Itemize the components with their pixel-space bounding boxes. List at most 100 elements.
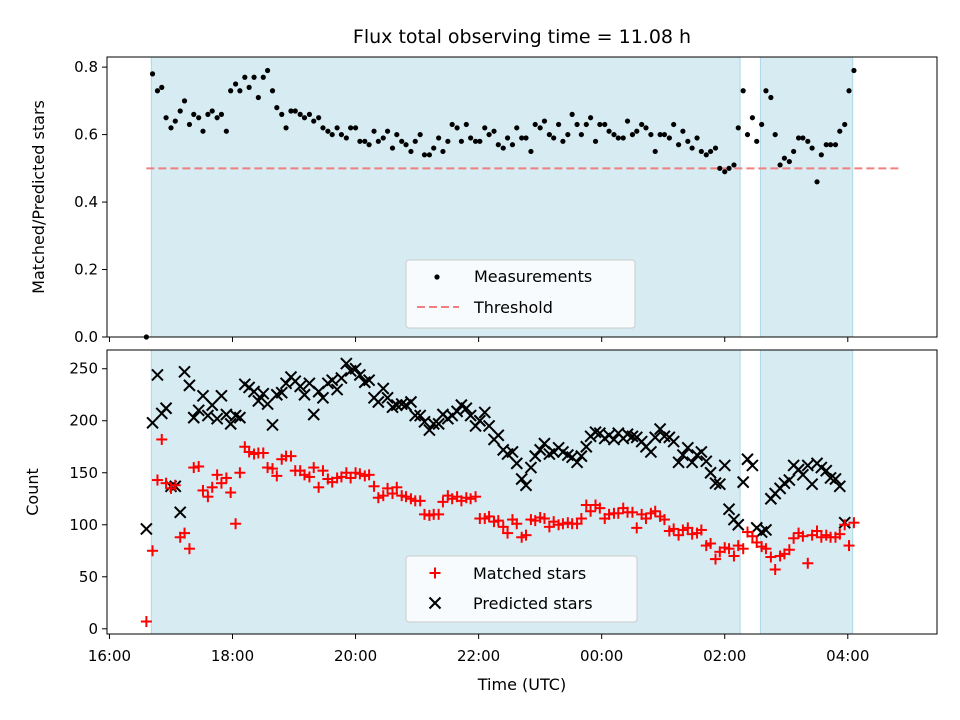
- matched-point: [594, 502, 606, 514]
- predicted-point: [257, 387, 270, 400]
- predicted-point: [409, 409, 422, 422]
- predicted-point: [704, 466, 717, 479]
- time-x-tick-label: 16:00: [88, 647, 131, 665]
- count-y-tick-label: 0: [88, 620, 98, 638]
- matched-point: [313, 481, 325, 493]
- matched-point: [843, 540, 855, 552]
- matched-point: [483, 510, 495, 522]
- measurement-point: [717, 165, 723, 171]
- measurement-point: [837, 128, 843, 134]
- measurement-point: [269, 88, 276, 94]
- matched-point: [197, 484, 209, 496]
- matched-point: [446, 493, 458, 505]
- matched-point: [202, 491, 214, 503]
- measurement-point: [504, 135, 511, 141]
- matched-point: [160, 477, 172, 489]
- matched-point: [299, 469, 311, 481]
- matched-point: [211, 469, 223, 481]
- measurement-point: [680, 128, 686, 134]
- measurement-point: [777, 162, 783, 168]
- measurement-point: [260, 74, 266, 80]
- predicted-point: [695, 445, 708, 459]
- measurement-point: [186, 121, 193, 128]
- matched-point: [271, 470, 283, 482]
- predicted-point: [353, 368, 367, 382]
- measurement-point: [320, 125, 326, 131]
- measurement-point: [842, 121, 848, 128]
- legend-predicted-label: Predicted stars: [473, 594, 593, 613]
- measurement-point: [832, 142, 839, 148]
- time-x-tick-label: 20:00: [334, 647, 377, 665]
- measurement-point: [823, 142, 829, 148]
- predicted-point: [672, 456, 685, 469]
- predicted-point: [423, 423, 436, 437]
- measurement-point: [500, 145, 506, 151]
- matched-point: [363, 469, 375, 481]
- predicted-point: [316, 391, 330, 405]
- predicted-point: [275, 386, 288, 399]
- matched-point: [765, 551, 777, 563]
- measurement-point: [800, 135, 806, 141]
- matched-point: [839, 519, 851, 531]
- observing-window-top-2: [759, 56, 854, 338]
- measurement-point: [380, 135, 386, 141]
- predicted-point: [524, 461, 538, 474]
- matched-point: [557, 518, 569, 530]
- measurements-series: [143, 67, 857, 340]
- predicted-point: [478, 406, 491, 419]
- ratio-y-tick-label: 0.6: [74, 126, 98, 144]
- predicted-point: [736, 475, 750, 489]
- predicted-point: [833, 480, 846, 493]
- ratio-legend-box: [405, 259, 636, 329]
- matched-point: [368, 480, 380, 492]
- measurement-point: [514, 125, 520, 131]
- matched-point: [710, 553, 722, 565]
- predicted-point: [450, 405, 464, 418]
- matched-point: [631, 522, 643, 534]
- measurement-point: [149, 71, 156, 77]
- measurement-point: [818, 152, 824, 158]
- matched-point: [267, 463, 279, 475]
- matched-point: [183, 543, 195, 555]
- measurement-point: [218, 111, 225, 117]
- measurement-point: [523, 135, 529, 141]
- predicted-point: [404, 395, 418, 409]
- predicted-point: [201, 409, 215, 422]
- predicted-point: [252, 394, 265, 408]
- matched-point: [225, 487, 237, 499]
- matched-point: [372, 492, 384, 504]
- matched-point: [649, 505, 661, 517]
- matched-point: [511, 518, 523, 530]
- predicted-point: [293, 380, 307, 393]
- ratio-panel-frame: [106, 56, 938, 338]
- measurement-point: [735, 125, 741, 131]
- measurement-point: [394, 131, 400, 138]
- measurement-point: [537, 125, 543, 131]
- measurement-point: [851, 67, 857, 74]
- matched-point: [520, 529, 532, 541]
- matched-point: [317, 465, 329, 477]
- matched-point: [815, 531, 827, 543]
- predicted-point: [681, 441, 695, 454]
- predicted-point: [330, 383, 344, 396]
- measurement-point: [569, 111, 575, 117]
- matched-point: [728, 550, 740, 562]
- measurement-point: [316, 115, 322, 121]
- predicted-point: [325, 373, 339, 387]
- matched-point: [230, 518, 242, 530]
- measurement-point: [325, 128, 331, 134]
- predicted-point: [626, 430, 639, 443]
- predicted-point: [215, 389, 228, 402]
- legend-matched-label: Matched stars: [473, 564, 586, 583]
- predicted-point: [159, 402, 173, 415]
- predicted-point: [247, 385, 261, 398]
- measurement-point: [620, 135, 626, 141]
- predicted-point: [464, 409, 477, 422]
- measurement-point: [597, 121, 603, 128]
- predicted-point: [473, 414, 487, 427]
- matched-point: [760, 543, 772, 555]
- matched-point: [437, 496, 449, 508]
- measurement-point: [541, 118, 548, 124]
- ratio-y-tick-label: 0.4: [74, 193, 98, 211]
- measurement-point: [846, 88, 852, 94]
